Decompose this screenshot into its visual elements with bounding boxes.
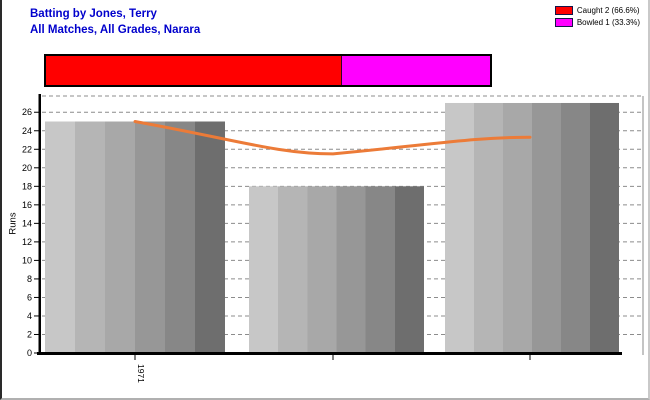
y-tick-label: 2	[27, 329, 32, 339]
y-tick-label: 26	[22, 107, 32, 117]
y-axis-line	[38, 94, 41, 355]
bowled-segment	[341, 56, 490, 85]
y-tick-label: 24	[22, 126, 32, 136]
legend-item-caught: Caught 2 (66.6%)	[554, 6, 640, 15]
y-tick-label: 14	[22, 218, 32, 228]
legend-label-caught: Caught 2 (66.6%)	[576, 6, 640, 15]
y-tick-label: 20	[22, 163, 32, 173]
y-tick-label: 4	[27, 311, 32, 321]
chart-title: Batting by Jones, Terry	[30, 8, 157, 20]
x-axis-line	[37, 352, 622, 355]
legend-item-bowled: Bowled 1 (33.3%)	[554, 18, 640, 27]
bowled-swatch-icon	[554, 18, 573, 27]
dismissals-stacked-bar	[44, 54, 492, 87]
caught-swatch-icon	[554, 6, 573, 15]
y-tick-label: 12	[22, 237, 32, 247]
y-tick-label: 8	[27, 274, 32, 284]
legend-label-bowled: Bowled 1 (33.3%)	[576, 18, 640, 27]
y-tick-label: 0	[27, 348, 32, 358]
runs-bar	[45, 121, 225, 353]
y-tick-label: 22	[22, 144, 32, 154]
runs-bar	[249, 186, 424, 353]
y-tick-label: 6	[27, 292, 32, 302]
y-tick-label: 16	[22, 200, 32, 210]
legend: Caught 2 (66.6%) Bowled 1 (33.3%)	[554, 6, 640, 30]
chart-subtitle: All Matches, All Grades, Narara	[30, 24, 201, 36]
y-tick-label: 10	[22, 255, 32, 265]
x-tick-label: 1971	[136, 364, 146, 383]
runs-bar	[445, 102, 619, 353]
running-average-line	[133, 120, 532, 156]
y-tick-label: 18	[22, 181, 32, 191]
caught-segment	[46, 56, 342, 85]
title-block: Batting by Jones, Terry All Matches, All…	[30, 6, 200, 38]
